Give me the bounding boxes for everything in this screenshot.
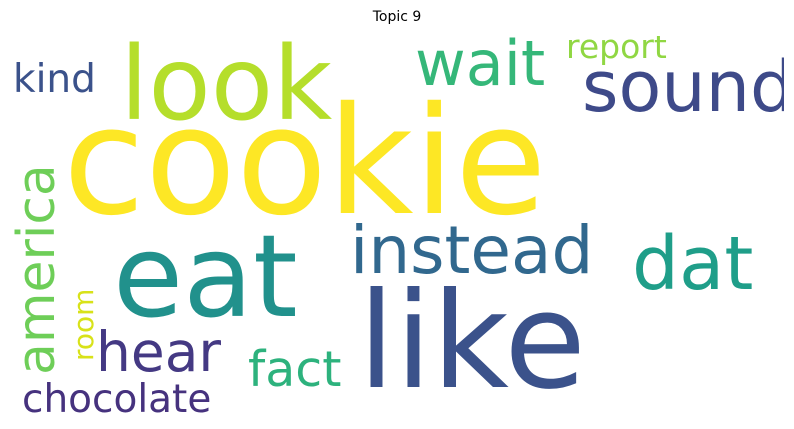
cloud-word-wait: wait xyxy=(415,36,546,100)
cloud-word-instead: instead xyxy=(350,212,594,289)
cloud-word-cookie: cookie xyxy=(63,76,547,249)
cloud-word-fact: fact xyxy=(248,341,342,398)
cloud-word-room: room xyxy=(67,288,100,361)
cloud-word-eat: eat xyxy=(113,210,298,343)
cloud-word-kind: kind xyxy=(13,57,96,102)
cloud-word-america[interactable]: america xyxy=(10,164,67,375)
cloud-word-chocolate: chocolate xyxy=(22,377,212,422)
word-cloud: cookie like eat look instead dat sound w… xyxy=(10,36,784,423)
cloud-word-look: look xyxy=(120,36,333,144)
cloud-word-dat: dat xyxy=(632,221,754,307)
cloud-word-hear: hear xyxy=(96,320,222,384)
figure-title: Topic 9 xyxy=(372,9,422,25)
cloud-word-like: like xyxy=(358,265,587,419)
cloud-word-report: report xyxy=(566,36,667,66)
cloud-word-sound: sound xyxy=(582,46,784,128)
